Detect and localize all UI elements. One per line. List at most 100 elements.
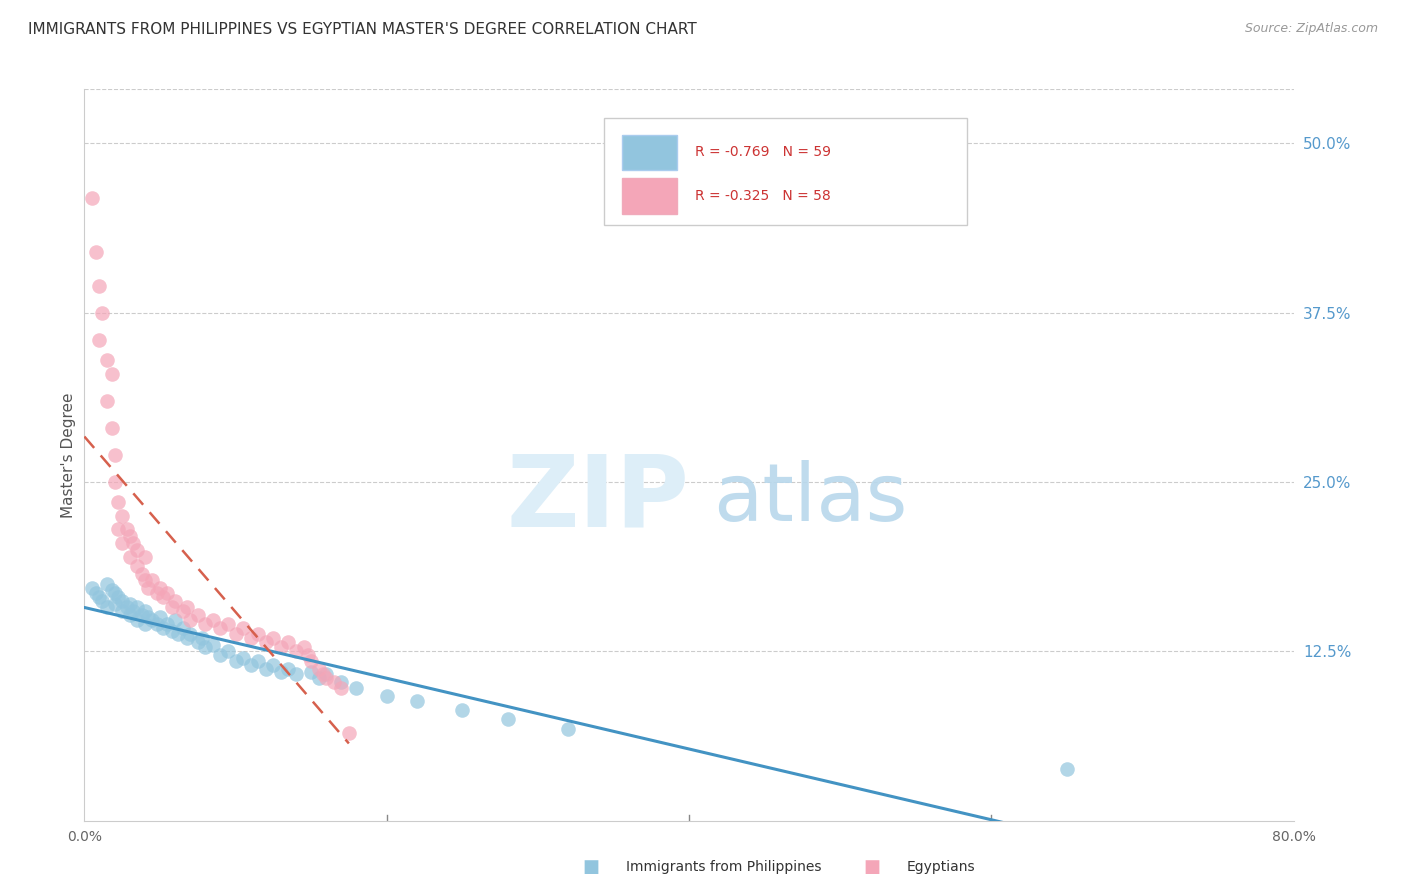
Point <box>80 190 103 204</box>
Text: ■: ■ <box>863 858 880 876</box>
Point <box>330 675 353 690</box>
Point <box>270 665 292 679</box>
Point <box>104 597 127 611</box>
Point <box>285 667 308 681</box>
Point <box>315 667 337 681</box>
Point <box>89 333 111 347</box>
Point <box>299 665 322 679</box>
Point <box>247 626 270 640</box>
Text: atlas: atlas <box>713 459 907 538</box>
Point <box>209 648 232 663</box>
Point <box>118 597 141 611</box>
Point <box>160 624 183 638</box>
Text: Egyptians: Egyptians <box>907 860 976 874</box>
Point <box>191 631 214 645</box>
Point <box>152 590 174 604</box>
Point <box>187 635 209 649</box>
Point <box>131 607 153 622</box>
Point <box>127 542 149 557</box>
Text: ■: ■ <box>582 858 599 876</box>
Point <box>111 604 134 618</box>
Point <box>107 590 129 604</box>
Point <box>86 244 108 259</box>
Point <box>111 594 134 608</box>
Text: R = -0.325   N = 58: R = -0.325 N = 58 <box>695 189 831 203</box>
Point <box>297 648 319 663</box>
Point <box>96 393 118 408</box>
Y-axis label: Master's Degree: Master's Degree <box>60 392 76 517</box>
Point <box>141 573 163 587</box>
Point <box>176 599 198 614</box>
Text: Immigrants from Philippines: Immigrants from Philippines <box>626 860 821 874</box>
Point <box>100 583 122 598</box>
Point <box>146 586 169 600</box>
Point <box>217 644 239 658</box>
Point <box>209 621 232 635</box>
Point <box>165 613 187 627</box>
Point <box>127 613 149 627</box>
Point <box>201 638 224 652</box>
Point <box>100 421 122 435</box>
Point <box>89 590 111 604</box>
Point <box>96 353 118 368</box>
Point <box>149 610 172 624</box>
Point <box>146 617 169 632</box>
Point <box>375 689 398 703</box>
Point <box>277 635 299 649</box>
Point <box>152 621 174 635</box>
Point <box>141 613 163 627</box>
Point <box>451 702 474 716</box>
Point <box>127 599 149 614</box>
Point <box>118 529 141 543</box>
Point <box>299 654 322 668</box>
FancyBboxPatch shape <box>623 135 676 169</box>
Point <box>496 712 519 726</box>
Point <box>111 536 134 550</box>
Point <box>121 604 143 618</box>
Point <box>1056 762 1078 776</box>
Point <box>172 604 194 618</box>
Point <box>337 725 360 739</box>
Point <box>121 536 143 550</box>
Point <box>131 567 153 582</box>
Point <box>111 508 134 523</box>
Point <box>187 607 209 622</box>
FancyBboxPatch shape <box>623 178 676 213</box>
Point <box>96 599 118 614</box>
Point <box>270 640 292 655</box>
Point <box>254 635 277 649</box>
Point <box>262 657 284 672</box>
Text: R = -0.769   N = 59: R = -0.769 N = 59 <box>695 145 831 159</box>
Text: Source: ZipAtlas.com: Source: ZipAtlas.com <box>1244 22 1378 36</box>
Point <box>134 573 156 587</box>
Point <box>239 631 262 645</box>
Point <box>104 448 127 462</box>
Text: ZIP: ZIP <box>506 450 689 548</box>
Point <box>118 549 141 564</box>
Point <box>136 581 159 595</box>
Point <box>277 662 299 676</box>
Point <box>104 475 127 489</box>
Point <box>86 586 108 600</box>
Point <box>104 586 127 600</box>
Point <box>308 662 330 676</box>
Point <box>308 672 330 686</box>
Point <box>118 607 141 622</box>
Point <box>134 549 156 564</box>
Point <box>115 599 138 614</box>
Point <box>156 586 179 600</box>
Point <box>232 621 254 635</box>
Point <box>406 694 429 708</box>
Point <box>557 722 579 736</box>
Point <box>346 681 368 695</box>
Point <box>89 278 111 293</box>
Point <box>172 621 194 635</box>
Point <box>100 367 122 381</box>
Point <box>315 672 337 686</box>
Point <box>285 644 308 658</box>
Point <box>194 640 217 655</box>
Point <box>96 576 118 591</box>
Point <box>217 617 239 632</box>
Point <box>149 581 172 595</box>
Point <box>165 594 187 608</box>
